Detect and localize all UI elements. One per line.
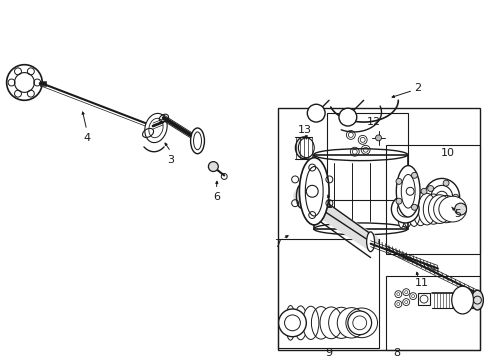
Circle shape xyxy=(442,180,448,186)
Text: 11: 11 xyxy=(414,278,428,288)
Ellipse shape xyxy=(470,290,482,310)
Text: 5: 5 xyxy=(453,209,460,219)
Circle shape xyxy=(454,203,466,215)
Ellipse shape xyxy=(295,137,313,159)
Bar xyxy=(326,113,407,200)
Text: 1: 1 xyxy=(325,200,332,210)
Text: 8: 8 xyxy=(392,347,399,357)
Bar xyxy=(386,276,479,350)
Circle shape xyxy=(338,108,356,126)
Text: 7: 7 xyxy=(273,239,281,249)
Bar xyxy=(277,239,378,347)
Bar xyxy=(314,155,407,229)
Ellipse shape xyxy=(298,138,314,158)
Ellipse shape xyxy=(423,179,459,216)
Ellipse shape xyxy=(190,128,204,154)
Ellipse shape xyxy=(337,308,365,338)
Circle shape xyxy=(452,194,458,200)
Circle shape xyxy=(375,135,381,141)
Circle shape xyxy=(306,104,325,122)
Ellipse shape xyxy=(397,190,405,228)
Circle shape xyxy=(420,188,426,194)
Ellipse shape xyxy=(451,286,472,314)
Circle shape xyxy=(390,195,418,223)
Ellipse shape xyxy=(285,306,295,340)
Circle shape xyxy=(305,185,318,197)
Circle shape xyxy=(427,203,433,209)
Ellipse shape xyxy=(438,196,466,222)
Circle shape xyxy=(406,187,413,195)
Ellipse shape xyxy=(302,306,318,339)
Text: 12: 12 xyxy=(366,117,380,127)
Text: 13: 13 xyxy=(297,125,311,135)
Ellipse shape xyxy=(299,158,328,225)
Ellipse shape xyxy=(366,232,374,252)
Bar xyxy=(386,145,479,253)
Ellipse shape xyxy=(417,193,435,225)
Ellipse shape xyxy=(407,192,420,226)
Circle shape xyxy=(395,179,401,184)
Text: 2: 2 xyxy=(414,84,421,94)
Circle shape xyxy=(278,309,305,337)
Text: 9: 9 xyxy=(325,347,332,357)
Circle shape xyxy=(7,65,42,100)
Ellipse shape xyxy=(144,113,167,143)
Text: 3: 3 xyxy=(167,155,174,165)
Circle shape xyxy=(208,162,218,171)
Ellipse shape xyxy=(395,166,419,217)
Circle shape xyxy=(427,185,433,192)
Bar xyxy=(277,108,479,350)
Ellipse shape xyxy=(319,307,342,339)
Circle shape xyxy=(442,208,448,214)
Ellipse shape xyxy=(427,195,450,224)
Circle shape xyxy=(410,204,417,210)
Circle shape xyxy=(347,311,371,335)
Bar xyxy=(417,293,429,305)
Ellipse shape xyxy=(296,184,305,208)
Circle shape xyxy=(410,172,417,178)
Text: 4: 4 xyxy=(83,133,90,143)
Text: 10: 10 xyxy=(440,148,454,158)
Text: 6: 6 xyxy=(212,192,220,202)
Circle shape xyxy=(395,198,401,204)
